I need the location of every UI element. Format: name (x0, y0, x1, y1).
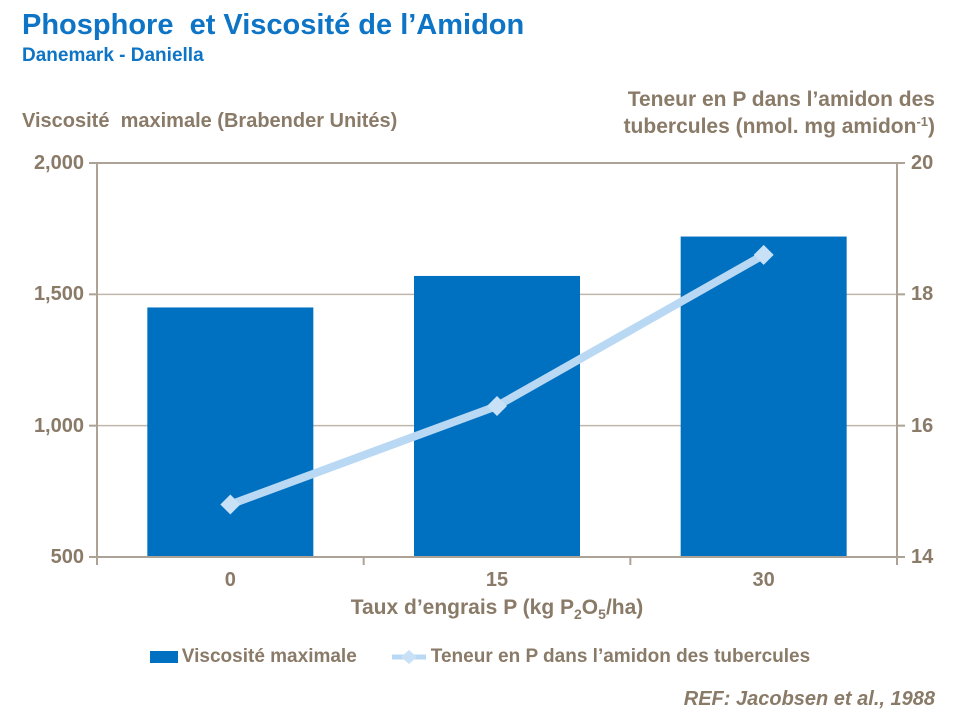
bar-swatch-icon (149, 651, 178, 663)
right-axis-title-line2: tubercules (nmol. mg amidon-1) (623, 114, 935, 138)
bar-viscosite-0 (147, 307, 314, 557)
diamond-marker-15 (487, 395, 507, 416)
x-axis-category-label: 15 (485, 569, 509, 591)
subscript-5: 5 (598, 606, 606, 622)
chart-legend: Viscosité maximale Teneur en P dans l’am… (0, 646, 960, 668)
right-axis-tick-label: 20 (911, 152, 934, 174)
right-axis-title: Teneur en P dans l’amidon des tubercules… (624, 86, 935, 142)
x-axis-category-label: 0 (224, 569, 236, 591)
right-axis-tick-label: 18 (911, 283, 934, 306)
page-title: Phosphore et Viscosité de l’Amidon (22, 9, 525, 41)
legend-label-viscosite: Viscosité maximale (181, 646, 357, 667)
right-axis-title-line1: Teneur en P dans l’amidon des (627, 88, 935, 111)
plot-frame (96, 162, 898, 558)
diamond-marker-0 (220, 494, 241, 515)
left-axis-title: Viscosité maximale (Brabender Unités) (22, 110, 398, 132)
x-axis-category-label: 30 (752, 569, 775, 591)
x-axis-title: Taux d’engrais P (kg P2O5/ha) (350, 596, 644, 622)
left-axis-tick-label: 1,500 (33, 283, 84, 306)
page-subtitle: Danemark - Daniella (22, 45, 204, 66)
reference-citation: REF: Jacobsen et al., 1988 (683, 688, 935, 710)
legend-item-viscosite: Viscosité maximale (149, 646, 357, 668)
left-axis-tick-label: 1,000 (33, 414, 84, 437)
diamond-marker-30 (753, 244, 774, 265)
right-axis-tick-label: 14 (911, 546, 934, 568)
line-diamond-swatch-icon (391, 650, 426, 664)
superscript-minus-one: -1 (916, 114, 928, 129)
bar-viscosite-15 (414, 275, 580, 557)
left-axis-tick-label: 2,000 (33, 152, 84, 174)
legend-item-teneur: Teneur en P dans l’amidon des tubercules (391, 646, 810, 668)
left-axis-tick-label: 500 (50, 546, 84, 568)
right-axis-tick-label: 16 (911, 414, 934, 437)
subscript-2: 2 (574, 606, 582, 622)
legend-label-teneur: Teneur en P dans l’amidon des tubercules (430, 646, 811, 667)
